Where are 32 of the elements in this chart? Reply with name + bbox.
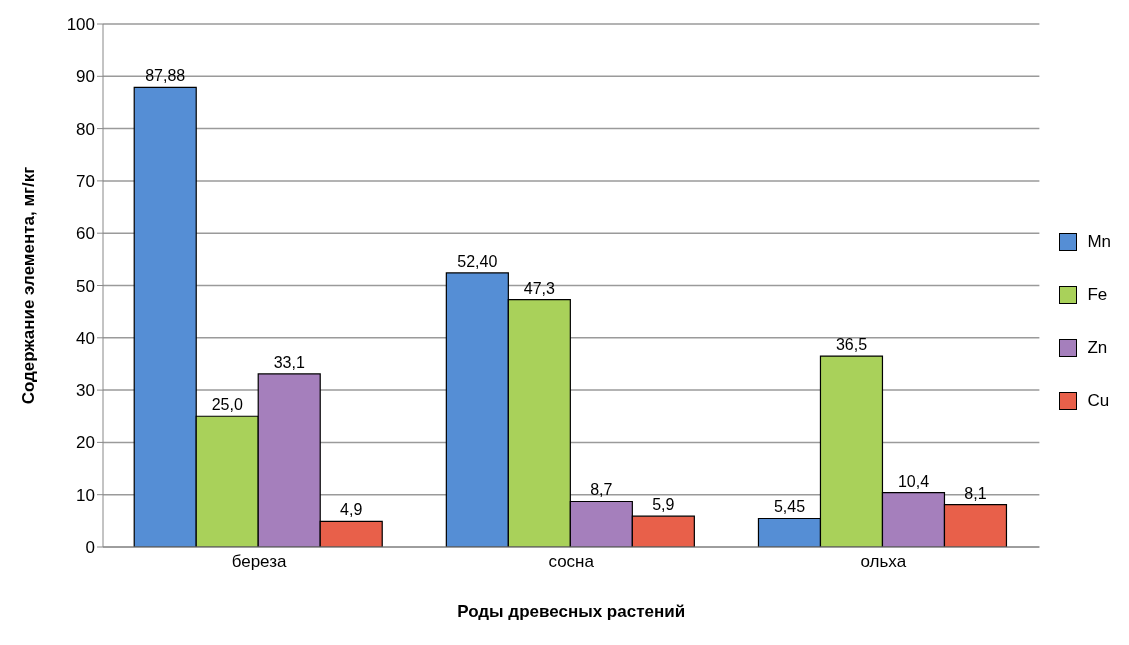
y-tick-label: 50 bbox=[76, 276, 95, 296]
x-tick-label: ольха bbox=[860, 552, 907, 572]
y-tick-label: 10 bbox=[76, 485, 95, 505]
legend-label: Fe bbox=[1087, 284, 1108, 305]
y-axis-title: Содержание элемента, мг/кг bbox=[19, 166, 39, 405]
y-tick-label: 70 bbox=[76, 171, 95, 191]
data-label: 33,1 bbox=[273, 353, 305, 371]
y-tick-label: 100 bbox=[66, 15, 95, 35]
x-axis-title: Роды древесных растений bbox=[457, 602, 686, 621]
legend-label: Zn bbox=[1087, 337, 1108, 358]
data-label: 8,1 bbox=[964, 484, 987, 502]
y-tick-label: 80 bbox=[76, 119, 95, 139]
legend-label: Mn bbox=[1087, 231, 1111, 252]
data-label: 8,7 bbox=[590, 481, 613, 499]
legend-label: Cu bbox=[1087, 390, 1110, 411]
x-tick-label: сосна bbox=[548, 552, 595, 572]
y-tick-label: 0 bbox=[85, 538, 95, 558]
y-tick-label: 20 bbox=[76, 433, 95, 453]
x-tick-label: береза bbox=[231, 552, 287, 572]
data-label: 25,0 bbox=[211, 396, 243, 414]
data-label: 87,88 bbox=[145, 67, 186, 85]
data-label: 5,9 bbox=[652, 496, 675, 514]
data-label: 4,9 bbox=[340, 501, 363, 519]
data-label: 10,4 bbox=[897, 472, 930, 490]
data-label: 52,40 bbox=[457, 252, 498, 270]
y-tick-label: 60 bbox=[76, 224, 95, 244]
data-label: 36,5 bbox=[835, 336, 868, 354]
data-label: 47,3 bbox=[523, 279, 556, 297]
y-tick-label: 90 bbox=[76, 67, 95, 87]
y-tick-label: 30 bbox=[76, 381, 95, 401]
data-label: 5,45 bbox=[773, 498, 806, 516]
y-tick-label: 40 bbox=[76, 328, 95, 348]
